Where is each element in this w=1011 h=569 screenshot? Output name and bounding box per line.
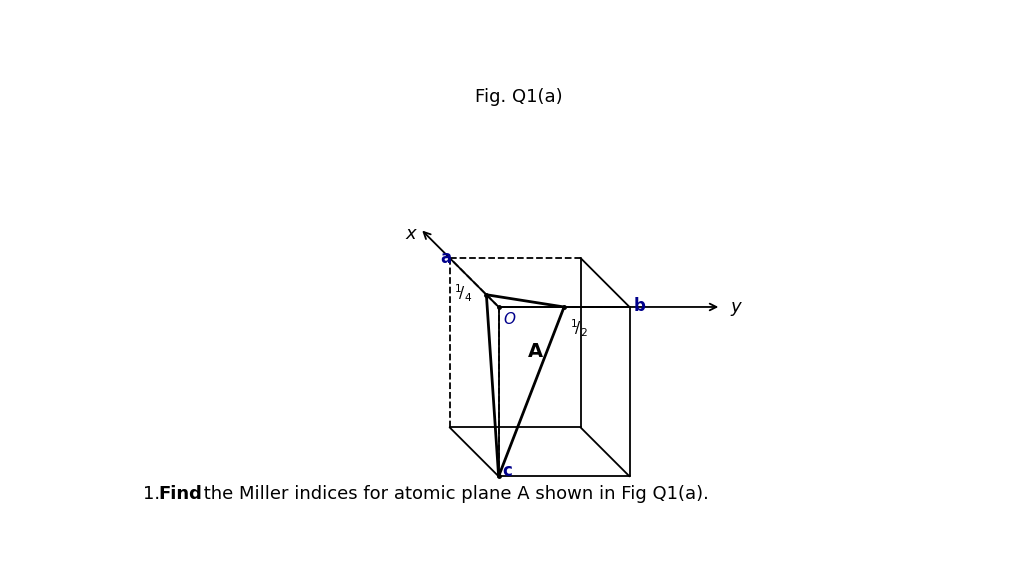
Text: Find: Find xyxy=(158,485,202,503)
Text: A: A xyxy=(528,342,543,361)
Text: c: c xyxy=(502,462,512,480)
Text: y: y xyxy=(730,298,740,316)
Text: $^1\!/_4$: $^1\!/_4$ xyxy=(454,282,472,304)
Text: 1.: 1. xyxy=(143,485,166,503)
Text: a: a xyxy=(440,249,451,267)
Text: the Miller indices for atomic plane A shown in Fig Q1(a).: the Miller indices for atomic plane A sh… xyxy=(198,485,709,503)
Text: $^1\!/_2$: $^1\!/_2$ xyxy=(569,318,587,339)
Text: x: x xyxy=(405,225,416,243)
Text: b: b xyxy=(633,296,645,315)
Text: O: O xyxy=(502,312,515,327)
Text: Fig. Q1(a): Fig. Q1(a) xyxy=(474,88,562,106)
